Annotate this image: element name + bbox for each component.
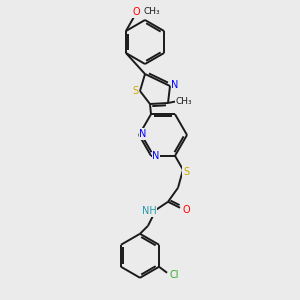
Text: CH₃: CH₃	[144, 8, 160, 16]
Text: O: O	[182, 205, 190, 215]
Text: Cl: Cl	[169, 270, 179, 280]
Text: NH: NH	[142, 206, 156, 216]
Text: S: S	[183, 167, 189, 177]
Text: CH₃: CH₃	[176, 97, 192, 106]
Text: N: N	[139, 129, 147, 139]
Text: N: N	[171, 80, 179, 90]
Text: N: N	[152, 151, 160, 161]
Text: S: S	[132, 86, 138, 96]
Text: O: O	[132, 7, 140, 17]
